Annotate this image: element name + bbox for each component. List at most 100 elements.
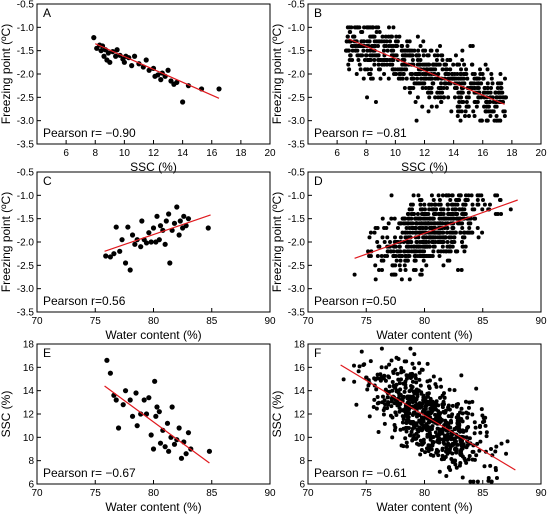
data-point <box>452 388 457 393</box>
data-point <box>400 53 405 58</box>
data-point <box>440 90 445 95</box>
data-point <box>91 35 97 41</box>
data-point <box>390 263 395 268</box>
data-point <box>459 72 464 76</box>
data-point <box>444 193 449 198</box>
data-point <box>447 465 452 470</box>
data-point <box>458 438 463 443</box>
data-point <box>411 193 416 198</box>
data-point <box>394 53 399 58</box>
x-axis-label: Water content (%) <box>376 328 472 342</box>
y-tick-label: -1.5 <box>288 46 306 57</box>
data-point <box>407 226 412 230</box>
data-point <box>446 414 451 419</box>
data-point <box>421 216 426 221</box>
data-point <box>452 207 457 212</box>
data-point <box>385 235 390 240</box>
data-point <box>434 450 439 455</box>
data-point <box>472 114 477 118</box>
data-point <box>371 405 376 410</box>
y-axis-label: Freezing point (ºC) <box>0 24 13 124</box>
y-tick-label: 12 <box>294 410 306 421</box>
data-point <box>392 254 397 258</box>
data-point <box>455 202 460 207</box>
pearson-annotation: Pearson r=0.56 <box>43 294 126 308</box>
data-point <box>415 34 420 39</box>
data-point <box>390 380 395 385</box>
data-point <box>450 193 455 198</box>
data-point <box>467 400 472 405</box>
data-point <box>436 193 441 198</box>
data-point <box>355 53 360 58</box>
x-tick-label: 70 <box>31 316 43 327</box>
data-point <box>345 34 350 39</box>
data-point <box>361 76 366 81</box>
data-point <box>423 404 428 409</box>
data-point <box>415 212 420 216</box>
y-tick-label: 8 <box>299 456 305 467</box>
data-point <box>424 263 429 268</box>
data-point <box>347 25 352 30</box>
data-point <box>421 258 426 263</box>
data-point <box>494 114 499 118</box>
data-point <box>453 462 458 467</box>
data-point <box>376 44 381 48</box>
data-point <box>426 53 431 58</box>
data-point <box>105 50 111 56</box>
data-point <box>397 34 402 39</box>
y-tick-label: -1.0 <box>288 191 306 202</box>
data-point <box>453 53 458 58</box>
data-point <box>410 379 415 384</box>
data-point <box>508 207 513 212</box>
data-point <box>417 377 422 382</box>
data-point <box>439 240 444 244</box>
data-point <box>177 218 183 224</box>
data-point <box>439 100 444 104</box>
data-point <box>377 67 382 72</box>
data-point <box>440 67 445 72</box>
data-point <box>386 44 391 48</box>
data-point <box>462 456 467 461</box>
x-tick-label: 80 <box>419 316 431 327</box>
data-point <box>138 244 144 250</box>
data-point <box>456 268 461 272</box>
data-point <box>408 346 413 351</box>
data-point <box>482 86 487 90</box>
data-point <box>427 202 432 207</box>
data-point <box>475 226 480 230</box>
data-point <box>445 451 450 456</box>
x-tick-label: 6 <box>334 148 340 159</box>
data-point <box>420 409 425 414</box>
data-point <box>98 48 104 54</box>
data-point <box>386 221 391 226</box>
data-point <box>452 72 457 76</box>
data-point <box>447 387 452 392</box>
data-point <box>473 216 478 221</box>
panel-d: 70 75 80 85 90 -3.5 -3.0 -2.5 -2.0 -1.5 -1.0 -0.5 Wa… <box>270 168 547 343</box>
data-point <box>436 240 441 244</box>
data-point <box>394 34 399 39</box>
data-point <box>352 272 357 277</box>
data-point <box>401 72 406 76</box>
data-point <box>359 30 364 34</box>
data-point <box>463 212 468 216</box>
data-point <box>418 405 423 410</box>
data-point <box>406 212 411 216</box>
data-point <box>360 53 365 58</box>
data-point <box>475 441 480 446</box>
data-point <box>482 464 487 469</box>
data-point <box>171 220 178 226</box>
data-point <box>470 412 475 417</box>
data-point <box>178 455 185 461</box>
data-point <box>410 384 415 389</box>
data-point <box>366 249 371 254</box>
data-point <box>396 357 401 362</box>
data-point <box>441 436 446 441</box>
y-tick-label: -3.0 <box>288 116 306 127</box>
data-point <box>387 389 392 394</box>
data-point <box>499 86 504 90</box>
data-point <box>419 415 424 420</box>
data-point <box>444 474 449 479</box>
data-point <box>365 387 370 392</box>
data-point <box>374 30 379 34</box>
